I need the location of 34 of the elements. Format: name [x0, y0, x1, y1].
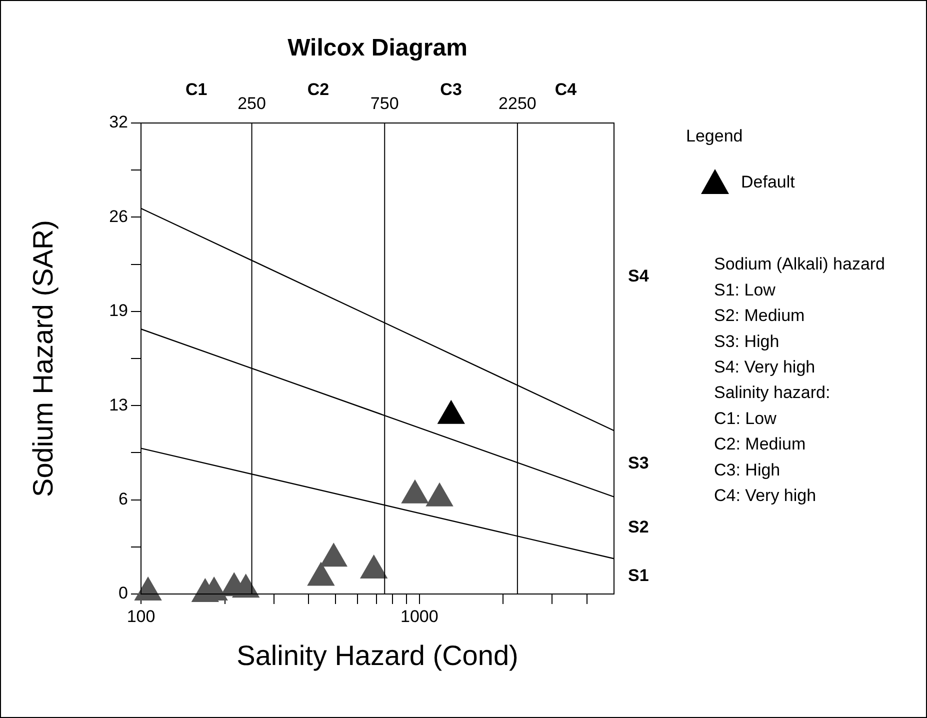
text: C3	[440, 80, 462, 99]
y-tick-label: 6	[118, 489, 128, 508]
y-tick-label: 19	[109, 301, 128, 320]
text: S4: Very high	[714, 357, 816, 376]
x-tick-label: 100	[126, 606, 156, 626]
text: C2	[307, 80, 330, 99]
text: C3: High	[714, 460, 780, 480]
text: S4	[628, 266, 650, 286]
ref-line-label: 750	[370, 94, 399, 113]
text: C4	[554, 80, 578, 99]
text: S2: Medium	[714, 306, 805, 326]
y-tick-label: 0	[118, 584, 128, 603]
text: Sodium (Alkali) hazard	[714, 254, 886, 274]
text: S3: High	[714, 332, 780, 351]
text: C1: Low	[714, 408, 778, 428]
legend-label: Default	[741, 172, 796, 192]
text: S1	[628, 566, 649, 586]
text: S1: Low	[714, 280, 776, 300]
text: C4: Very high	[714, 486, 816, 505]
y-axis-title: Sodium Hazard (SAR)	[28, 220, 59, 497]
ref-line-label: 2250	[498, 94, 536, 113]
text: C1	[186, 80, 208, 99]
text: C2: Medium	[714, 434, 806, 454]
x-axis-title: Salinity Hazard (Cond)	[236, 640, 518, 671]
chart-title: Wilcox Diagram	[288, 34, 468, 62]
text: S3	[628, 453, 649, 472]
text: S2	[628, 517, 649, 536]
legend-title: Legend	[686, 126, 743, 146]
y-tick-label: 26	[109, 206, 128, 226]
ref-line-label: 250	[238, 94, 266, 113]
text: Salinity hazard:	[714, 383, 830, 402]
x-tick-label: 1000	[400, 606, 438, 626]
y-tick-label: 13	[109, 395, 128, 414]
y-tick-label: 32	[109, 112, 128, 132]
